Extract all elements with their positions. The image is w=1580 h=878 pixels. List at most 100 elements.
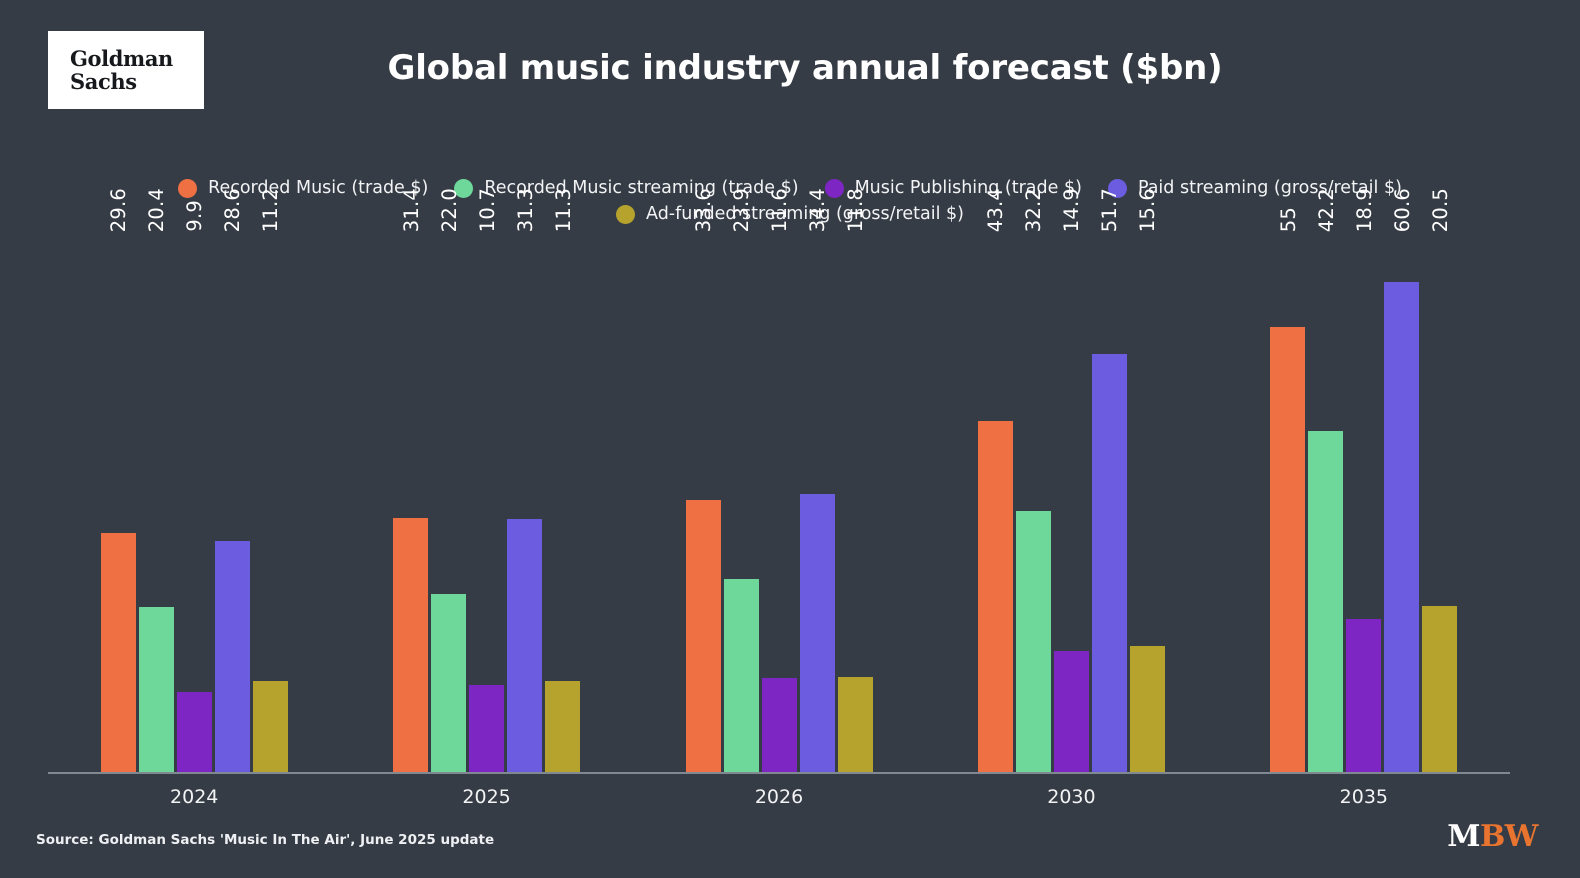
bar[interactable]: 43.4: [977, 188, 1013, 772]
bar[interactable]: 34.4: [799, 188, 835, 772]
bar-value-label: 32.2: [1022, 187, 1046, 232]
bar-slot: 42.2: [1308, 188, 1344, 772]
bar-value-label: 22.0: [437, 187, 461, 232]
bar[interactable]: 14.9: [1053, 188, 1089, 772]
x-tick-2035: 2035: [1339, 786, 1388, 808]
bar-value-label: 51.7: [1098, 187, 1122, 232]
bar-slot: 60.6: [1384, 188, 1420, 772]
bar-value-label: 15.6: [1136, 187, 1160, 232]
x-axis-labels: 2024 2025 2026 2030 2035: [48, 786, 1510, 808]
goldman-sachs-logo: Goldman Sachs: [48, 31, 204, 109]
legend-item-2[interactable]: Music Publishing (trade $): [824, 178, 1082, 198]
bar[interactable]: 23.9: [723, 188, 759, 772]
legend-label: Recorded Music (trade $): [208, 178, 429, 198]
bar-value-label: 9.9: [183, 200, 207, 232]
bar-slot: 33.6: [685, 188, 721, 772]
legend-label: Ad-funded streaming (gross/retail $): [646, 204, 964, 224]
bar[interactable]: 31.3: [507, 188, 543, 772]
bar[interactable]: 10.7: [469, 188, 505, 772]
bar[interactable]: 20.5: [1422, 188, 1458, 772]
bar[interactable]: 29.6: [100, 188, 136, 772]
legend-row-primary: Recorded Music (trade $) Recorded Music s…: [120, 178, 1460, 198]
bar-slot: 43.4: [977, 188, 1013, 772]
chart-legend: Recorded Music (trade $) Recorded Music s…: [0, 178, 1580, 224]
bar-slot: 11.8: [837, 188, 873, 772]
bar[interactable]: 11.8: [837, 188, 873, 772]
bar[interactable]: 15.6: [1129, 188, 1165, 772]
legend-item-0[interactable]: Recorded Music (trade $): [178, 178, 428, 198]
bar-value-label: 11.3: [551, 187, 575, 232]
legend-marker-icon: [178, 178, 198, 198]
bar-value-label: 11.6: [768, 187, 792, 232]
bar[interactable]: 18.9: [1346, 188, 1382, 772]
legend-row-secondary: Ad-funded streaming (gross/retail $): [120, 204, 1460, 224]
bar-slot: 29.6: [100, 188, 136, 772]
bar-slot: 10.7: [469, 188, 505, 772]
mbw-bw: BW: [1479, 819, 1539, 854]
bar-value-label: 60.6: [1390, 187, 1414, 232]
bar-slot: 22.0: [431, 188, 467, 772]
bar-slot: 32.2: [1015, 188, 1051, 772]
bar-slot: 9.9: [176, 200, 212, 772]
bar-value-label: 28.6: [221, 187, 245, 232]
page-title: Global music industry annual forecast ($…: [387, 48, 1223, 88]
bar-slot: 51.7: [1091, 188, 1127, 772]
mbw-watermark: MBW: [1447, 819, 1538, 854]
bar-slot: 11.3: [545, 188, 581, 772]
x-tick-2025: 2025: [462, 786, 511, 808]
bar-value-label: 11.8: [844, 187, 868, 232]
bar[interactable]: 51.7: [1091, 188, 1127, 772]
bar-value-label: 31.3: [513, 187, 537, 232]
bar-slot: 34.4: [799, 188, 835, 772]
bar[interactable]: 60.6: [1384, 188, 1420, 772]
bar[interactable]: 31.4: [393, 188, 429, 772]
bar[interactable]: 42.2: [1308, 188, 1344, 772]
legend-item-1[interactable]: Recorded Music streaming (trade $): [454, 178, 799, 198]
bar-slot: 23.9: [723, 188, 759, 772]
bar-slot: 20.5: [1422, 188, 1458, 772]
bar[interactable]: 28.6: [214, 188, 250, 772]
bar-value-label: 20.4: [145, 187, 169, 232]
bar-value-label: 10.7: [475, 187, 499, 232]
bar-group-2030: 43.4 32.2 14.9 51.7 15.6: [925, 188, 1217, 772]
bar-group-2025: 31.4 22.0 10.7 31.3 11.3: [340, 188, 632, 772]
legend-label: Recorded Music streaming (trade $): [484, 178, 799, 198]
bar[interactable]: 11.2: [252, 188, 288, 772]
bar-value-label: 14.9: [1060, 187, 1084, 232]
bar-slot: 18.9: [1346, 188, 1382, 772]
source-note: Source: Goldman Sachs 'Music In The Air'…: [36, 832, 495, 848]
bar-value-label: 34.4: [806, 187, 830, 232]
bar-value-label: 11.2: [259, 187, 283, 232]
x-tick-2026: 2026: [754, 786, 804, 808]
bar[interactable]: 22.0: [431, 188, 467, 772]
bar[interactable]: 33.6: [685, 188, 721, 772]
bar[interactable]: 32.2: [1015, 188, 1051, 772]
bar[interactable]: 11.3: [545, 188, 581, 772]
bar[interactable]: 55: [1270, 207, 1306, 772]
bar-group-2035: 55 42.2 18.9 60.6 20.5: [1218, 188, 1510, 772]
bar-groups: 29.6 20.4 9.9 28.6 11.2 31.4 22.0 10.7 31.3 11.3 3…: [48, 188, 1510, 772]
legend-item-4[interactable]: Ad-funded streaming (gross/retail $): [616, 204, 964, 224]
bar-value-label: 23.9: [730, 187, 754, 232]
bar-value-label: 18.9: [1352, 187, 1376, 232]
logo-line-2: Sachs: [70, 69, 137, 94]
bar-slot: 31.4: [393, 188, 429, 772]
bar-value-label: 33.6: [692, 187, 716, 232]
bar[interactable]: 20.4: [138, 188, 174, 772]
logo-line-1: Goldman: [70, 46, 173, 71]
bar-value-label: 31.4: [399, 187, 423, 232]
plot-area: 29.6 20.4 9.9 28.6 11.2 31.4 22.0 10.7 31.3 11.3 3…: [48, 188, 1510, 808]
bar-slot: 11.6: [761, 188, 797, 772]
x-tick-2024: 2024: [170, 786, 219, 808]
bar-slot: 15.6: [1129, 188, 1165, 772]
x-tick-2030: 2030: [1047, 786, 1096, 808]
bar-value-label: 20.5: [1428, 187, 1452, 232]
legend-marker-icon: [454, 178, 474, 198]
legend-marker-icon: [616, 204, 636, 224]
legend-item-3[interactable]: Paid streaming (gross/retail $): [1107, 178, 1402, 198]
bar-slot: 55: [1270, 207, 1306, 772]
bar[interactable]: 9.9: [176, 200, 212, 772]
bar[interactable]: 11.6: [761, 188, 797, 772]
legend-marker-icon: [1107, 178, 1127, 198]
